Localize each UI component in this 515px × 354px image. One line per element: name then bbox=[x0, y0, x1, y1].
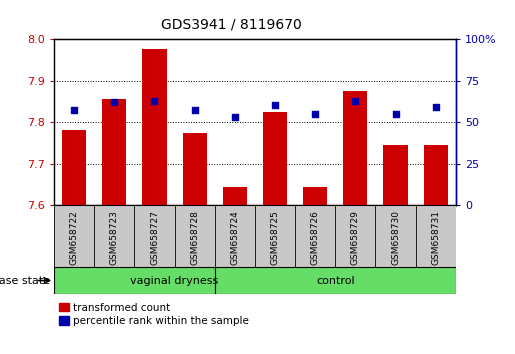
Text: vaginal dryness: vaginal dryness bbox=[130, 275, 219, 286]
Text: GSM658731: GSM658731 bbox=[431, 210, 440, 265]
Text: GDS3941 / 8119670: GDS3941 / 8119670 bbox=[161, 18, 302, 32]
Text: GSM658725: GSM658725 bbox=[270, 210, 280, 265]
Point bbox=[70, 108, 78, 113]
Bar bbox=[54, 267, 215, 294]
Point bbox=[150, 98, 159, 103]
Text: GSM658728: GSM658728 bbox=[190, 210, 199, 265]
Text: GSM658724: GSM658724 bbox=[230, 210, 239, 265]
Bar bbox=[183, 132, 207, 205]
Bar bbox=[384, 145, 407, 205]
Point bbox=[231, 114, 239, 120]
Text: disease state: disease state bbox=[0, 275, 50, 286]
Text: control: control bbox=[316, 275, 354, 286]
Bar bbox=[344, 91, 367, 205]
Point bbox=[432, 104, 440, 110]
Text: GSM658729: GSM658729 bbox=[351, 210, 360, 265]
Text: GSM658722: GSM658722 bbox=[70, 210, 79, 265]
Bar bbox=[424, 145, 448, 205]
Bar bbox=[62, 130, 86, 205]
Legend: transformed count, percentile rank within the sample: transformed count, percentile rank withi… bbox=[59, 303, 249, 326]
Point bbox=[391, 111, 400, 116]
Bar bbox=[303, 187, 327, 205]
Point bbox=[311, 111, 319, 116]
Bar bbox=[223, 187, 247, 205]
Text: GSM658730: GSM658730 bbox=[391, 210, 400, 265]
Text: GSM658723: GSM658723 bbox=[110, 210, 119, 265]
Text: GSM658727: GSM658727 bbox=[150, 210, 159, 265]
Point bbox=[110, 99, 118, 105]
Bar bbox=[215, 267, 456, 294]
Point bbox=[351, 98, 359, 103]
Bar bbox=[143, 49, 166, 205]
Point bbox=[271, 103, 279, 108]
Bar bbox=[263, 112, 287, 205]
Text: GSM658726: GSM658726 bbox=[311, 210, 320, 265]
Bar bbox=[102, 99, 126, 205]
Point bbox=[191, 108, 199, 113]
